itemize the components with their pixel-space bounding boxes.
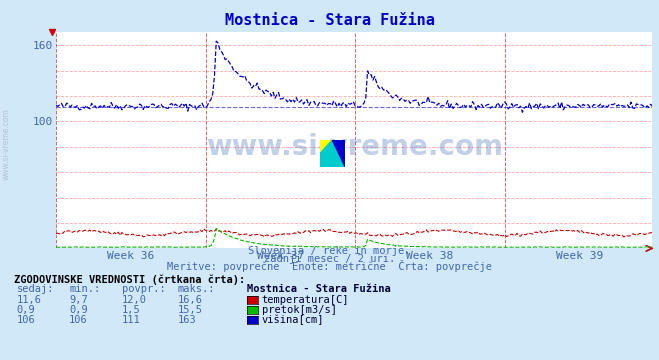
Text: 106: 106	[69, 315, 88, 325]
Text: maks.:: maks.:	[178, 284, 215, 294]
Text: 11,6: 11,6	[16, 295, 42, 305]
Text: temperatura[C]: temperatura[C]	[262, 295, 349, 305]
Text: Slovenija / reke in morje.: Slovenija / reke in morje.	[248, 246, 411, 256]
Text: 0,9: 0,9	[16, 305, 35, 315]
Text: 0,9: 0,9	[69, 305, 88, 315]
Text: 106: 106	[16, 315, 35, 325]
Text: 111: 111	[122, 315, 140, 325]
Text: 9,7: 9,7	[69, 295, 88, 305]
Text: 1,5: 1,5	[122, 305, 140, 315]
Polygon shape	[332, 140, 345, 167]
Text: povpr.:: povpr.:	[122, 284, 165, 294]
Text: www.si-vreme.com: www.si-vreme.com	[206, 133, 503, 161]
Text: Meritve: povprečne  Enote: metrične  Črta: povprečje: Meritve: povprečne Enote: metrične Črta:…	[167, 260, 492, 273]
Text: Mostnica - Stara Fužina: Mostnica - Stara Fužina	[247, 284, 391, 294]
Text: 16,6: 16,6	[178, 295, 203, 305]
Text: Mostnica - Stara Fužina: Mostnica - Stara Fužina	[225, 13, 434, 28]
Text: 163: 163	[178, 315, 196, 325]
Polygon shape	[320, 140, 345, 167]
Text: sedaj:: sedaj:	[16, 284, 54, 294]
Text: višina[cm]: višina[cm]	[262, 315, 324, 325]
Text: zadnji mesec / 2 uri.: zadnji mesec / 2 uri.	[264, 254, 395, 264]
Text: 15,5: 15,5	[178, 305, 203, 315]
Text: min.:: min.:	[69, 284, 100, 294]
Text: pretok[m3/s]: pretok[m3/s]	[262, 305, 337, 315]
Text: 12,0: 12,0	[122, 295, 147, 305]
Text: ZGODOVINSKE VREDNOSTI (črtkana črta):: ZGODOVINSKE VREDNOSTI (črtkana črta):	[14, 274, 246, 285]
Text: www.si-vreme.com: www.si-vreme.com	[2, 108, 11, 180]
Polygon shape	[320, 140, 332, 154]
